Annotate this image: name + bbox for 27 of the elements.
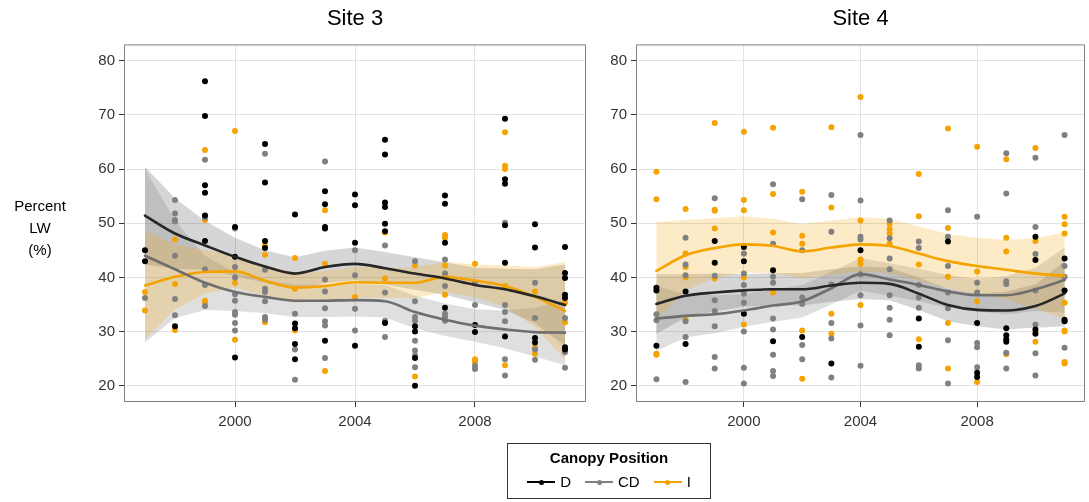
x-tick-label: 2004 bbox=[338, 412, 372, 430]
x-tick-label: 2008 bbox=[458, 412, 492, 430]
y-tick-label: 40 bbox=[610, 267, 627, 285]
y-axis-title: Percent LW (%) bbox=[14, 195, 66, 260]
legend-label: D bbox=[560, 473, 571, 491]
x-tick-label: 2000 bbox=[727, 412, 761, 430]
x-tick-label: 2004 bbox=[843, 412, 878, 430]
y-tick-label: 70 bbox=[610, 104, 627, 122]
y-tick-label: 80 bbox=[610, 50, 627, 68]
chart-title: Site 4 bbox=[832, 5, 889, 31]
chart-title: Site 3 bbox=[326, 5, 384, 31]
y-tick-label: 70 bbox=[98, 104, 115, 122]
y-tick-label: 80 bbox=[98, 50, 115, 68]
legend-label: CD bbox=[618, 473, 640, 491]
legend-label: I bbox=[686, 473, 691, 491]
y-tick-label: 20 bbox=[610, 375, 627, 393]
x-tick-label: 2000 bbox=[218, 412, 252, 430]
legend-title: Canopy Position bbox=[548, 449, 670, 467]
y-tick-label: 40 bbox=[98, 267, 115, 285]
y-tick-label: 50 bbox=[98, 213, 115, 231]
y-tick-label: 60 bbox=[98, 159, 115, 177]
y-tick-label: 60 bbox=[610, 159, 627, 177]
y-tick-label: 20 bbox=[98, 375, 115, 393]
y-tick-label: 30 bbox=[98, 321, 115, 339]
x-tick-label: 2008 bbox=[960, 412, 994, 430]
y-tick-label: 50 bbox=[610, 213, 627, 231]
y-tick-label: 30 bbox=[610, 321, 627, 339]
